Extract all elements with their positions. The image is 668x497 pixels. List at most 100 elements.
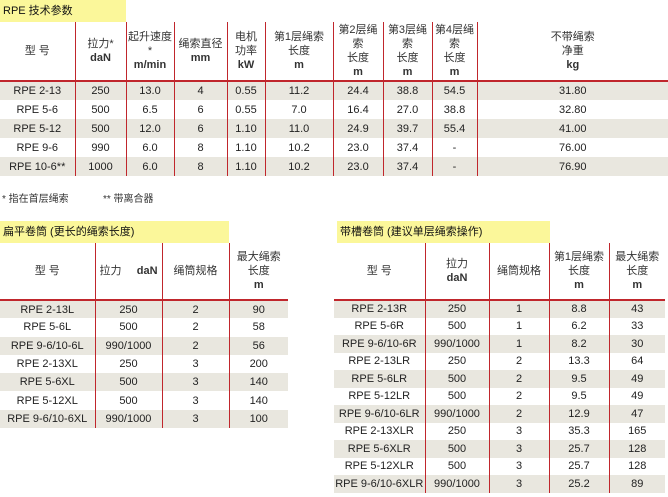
table-cell: 10.2 xyxy=(265,157,334,176)
table-cell: RPE 2-13 xyxy=(0,81,76,100)
header-label: 拉力* xyxy=(87,38,114,50)
header-label: 最大绳索 长度 xyxy=(236,251,281,277)
table-cell: 990/1000 xyxy=(425,335,490,353)
table-cell: 3 xyxy=(162,391,230,410)
header-label: 第3层绳索 长度 xyxy=(387,24,428,64)
flat-table-title: 扁平卷筒 (更长的绳索长度) xyxy=(0,221,229,243)
table-cell: 6 xyxy=(174,100,228,119)
header-label: 第2层绳索 长度 xyxy=(338,24,378,64)
table-cell: 12.9 xyxy=(549,405,610,423)
table-cell: 47 xyxy=(609,405,665,423)
table-cell: 250 xyxy=(75,81,127,100)
table-cell: 100 xyxy=(229,409,288,429)
table-cell: 90 xyxy=(229,300,288,319)
table-cell: 2 xyxy=(489,405,550,423)
table-cell: 990/1000 xyxy=(95,409,163,429)
table-cell: 500 xyxy=(95,318,163,337)
table-cell: 41.00 xyxy=(477,119,668,138)
table-cell: 31.80 xyxy=(477,81,668,100)
table-row: RPE 5-6R 500 1 6.2 33 xyxy=(334,317,665,335)
table-cell: 990/1000 xyxy=(425,475,490,493)
table-row: RPE 5-6LR 500 2 9.5 49 xyxy=(334,370,665,388)
header-unit: m xyxy=(574,279,584,291)
column-header: 型 号 xyxy=(334,243,426,301)
table-cell: 140 xyxy=(229,373,288,392)
table-cell: 76.00 xyxy=(558,141,587,154)
table-cell: RPE 2-13XLR xyxy=(334,422,426,440)
header-unit: kg xyxy=(566,59,580,71)
table-row: RPE 5-12XL 500 3 140 xyxy=(0,391,288,410)
column-header: 绳筒规格 xyxy=(162,243,230,301)
table-cell: 11.2 xyxy=(265,81,334,100)
table-cell: 54.5 xyxy=(432,81,478,100)
table-row: RPE 5-6 500 6.5 6 0.55 7.0 16.4 27.0 38.8 32.80 xyxy=(0,100,668,119)
table-cell: RPE 9-6/10-6L xyxy=(0,336,96,355)
table-cell: 500 xyxy=(425,457,490,475)
footnote-pull: * 指在首层绳索 xyxy=(2,194,69,205)
table-cell: 56 xyxy=(229,336,288,355)
column-header: 拉力* daN xyxy=(75,22,127,82)
column-header: 型 号 xyxy=(0,22,76,82)
header-label: 型 号 xyxy=(24,45,50,57)
table-cell: 33 xyxy=(631,320,644,333)
table-cell: 3 xyxy=(162,373,230,392)
table-cell: 16.4 xyxy=(333,100,384,119)
table-cell: 1.10 xyxy=(227,157,266,176)
table-cell: 128 xyxy=(628,460,647,473)
column-header: 第4层绳索 长度 m xyxy=(432,22,478,82)
table-cell: RPE 5-6XLR xyxy=(334,440,426,458)
column-header: 绳索直径 mm xyxy=(174,22,228,82)
column-header: 最大绳索 长度 m xyxy=(229,243,288,301)
column-header: 拉力 daN xyxy=(95,243,163,301)
table-cell: 1.10 xyxy=(227,138,266,157)
table-cell: 37.4 xyxy=(383,157,433,176)
table-cell: 8.8 xyxy=(549,300,610,318)
table-cell: 3 xyxy=(489,422,550,440)
table-cell: 990 xyxy=(75,138,127,157)
header-unit: kW xyxy=(237,59,255,71)
header-label: 第1层绳索 长度 xyxy=(273,31,325,57)
table-cell: 38.8 xyxy=(432,100,478,119)
table-cell: RPE 5-12XL xyxy=(0,391,96,410)
table-cell: RPE 5-6R xyxy=(334,317,426,335)
table-cell: 140 xyxy=(249,394,268,407)
header-unit: m xyxy=(294,59,304,71)
table-cell: RPE 5-12XLR xyxy=(334,457,426,475)
table-row: RPE 5-6XL 500 3 140 xyxy=(0,373,288,392)
table-cell: 0.55 xyxy=(227,81,266,100)
table-cell: 23.0 xyxy=(333,138,384,157)
table-cell: 3 xyxy=(489,457,550,475)
table-cell: RPE 5-6XL xyxy=(0,373,96,392)
table-cell: 39.7 xyxy=(383,119,433,138)
table-cell: 25.7 xyxy=(549,457,610,475)
header-unit: m xyxy=(402,66,413,78)
header-label: 电机 功率 xyxy=(235,31,257,57)
column-header: 拉力 daN xyxy=(425,243,490,301)
header-unit: m xyxy=(449,66,460,78)
table-cell: RPE 5-12 xyxy=(0,119,76,138)
table-cell: 38.8 xyxy=(383,81,433,100)
grooved-drum-table: 型 号拉力 daN 绳筒规格 第1层绳索 长度 m 最大绳索 长度 m RPE 2-13R 250 1… xyxy=(334,243,665,493)
table-row: RPE 9-6/10-6XLR 990/1000 3 25.2 89 xyxy=(334,475,665,493)
table-cell: 2 xyxy=(489,370,550,388)
table-row: RPE 5-6L 500 2 58 xyxy=(0,318,288,337)
table-row: RPE 2-13 250 13.0 4 0.55 11.2 24.4 38.8 54.5 31.8… xyxy=(0,81,668,100)
table-cell: 128 xyxy=(609,440,665,458)
column-header: 第3层绳索 长度 m xyxy=(383,22,433,82)
header-unit: m xyxy=(353,66,363,78)
table-cell: 500 xyxy=(425,370,490,388)
header-label: 型 号 xyxy=(366,265,392,277)
table-cell: - xyxy=(432,157,478,176)
table-cell: 30 xyxy=(609,335,665,353)
table-cell: RPE 2-13R xyxy=(334,300,426,318)
table-cell: RPE 5-12LR xyxy=(334,387,426,405)
table-cell: 25.2 xyxy=(549,475,610,493)
column-header: 电机 功率 kW xyxy=(227,22,266,82)
grooved-table-title: 带槽卷筒 (建议单层绳索操作) xyxy=(337,221,550,243)
table-cell: 6.2 xyxy=(549,317,610,335)
table-cell: 23.0 xyxy=(333,157,384,176)
table-cell: 9.5 xyxy=(549,387,610,405)
table-cell: 250 xyxy=(95,354,163,374)
table-cell: 0.55 xyxy=(227,100,266,119)
flat-drum-table: 型 号拉力 daN 绳筒规格 最大绳索 长度 m RPE 2-13L 250 2 90 RPE 5… xyxy=(0,243,288,429)
